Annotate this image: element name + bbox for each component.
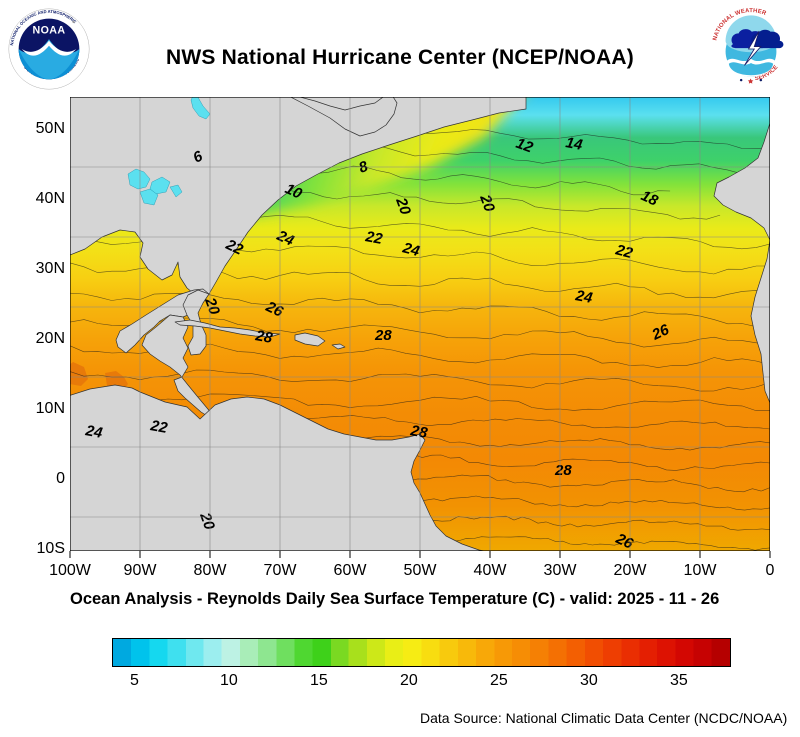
svg-text:24: 24 [83, 422, 104, 442]
svg-text:22: 22 [148, 417, 169, 437]
svg-text:28: 28 [374, 327, 392, 344]
svg-text:28: 28 [253, 327, 274, 347]
svg-text:28: 28 [408, 422, 429, 442]
svg-text:24: 24 [573, 287, 594, 307]
svg-text:NOAA: NOAA [32, 24, 65, 36]
svg-text:28: 28 [554, 462, 572, 479]
svg-text:22: 22 [363, 228, 384, 248]
